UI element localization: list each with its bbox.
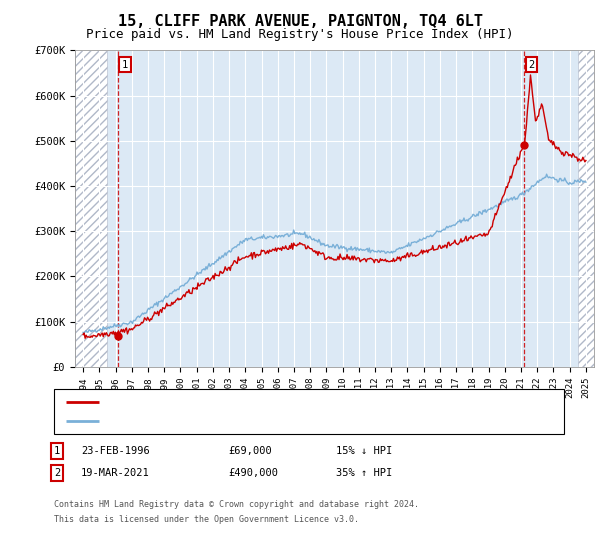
Text: 2: 2 bbox=[529, 60, 535, 70]
Text: Price paid vs. HM Land Registry's House Price Index (HPI): Price paid vs. HM Land Registry's House … bbox=[86, 28, 514, 41]
Bar bbox=[75, 50, 107, 367]
Text: 15, CLIFF PARK AVENUE, PAIGNTON, TQ4 6LT: 15, CLIFF PARK AVENUE, PAIGNTON, TQ4 6LT bbox=[118, 14, 482, 29]
Bar bbox=[578, 50, 594, 367]
Text: 1: 1 bbox=[54, 446, 60, 456]
Text: 23-FEB-1996: 23-FEB-1996 bbox=[81, 446, 150, 456]
Text: 15, CLIFF PARK AVENUE, PAIGNTON, TQ4 6LT (detached house): 15, CLIFF PARK AVENUE, PAIGNTON, TQ4 6LT… bbox=[105, 396, 440, 407]
Text: 15% ↓ HPI: 15% ↓ HPI bbox=[336, 446, 392, 456]
Text: £490,000: £490,000 bbox=[228, 468, 278, 478]
Text: 2: 2 bbox=[54, 468, 60, 478]
Text: 35% ↑ HPI: 35% ↑ HPI bbox=[336, 468, 392, 478]
Text: HPI: Average price, detached house, Torbay: HPI: Average price, detached house, Torb… bbox=[105, 417, 352, 427]
Text: This data is licensed under the Open Government Licence v3.0.: This data is licensed under the Open Gov… bbox=[54, 515, 359, 524]
Text: 1: 1 bbox=[122, 60, 128, 70]
Text: 19-MAR-2021: 19-MAR-2021 bbox=[81, 468, 150, 478]
Text: £69,000: £69,000 bbox=[228, 446, 272, 456]
Text: Contains HM Land Registry data © Crown copyright and database right 2024.: Contains HM Land Registry data © Crown c… bbox=[54, 500, 419, 508]
